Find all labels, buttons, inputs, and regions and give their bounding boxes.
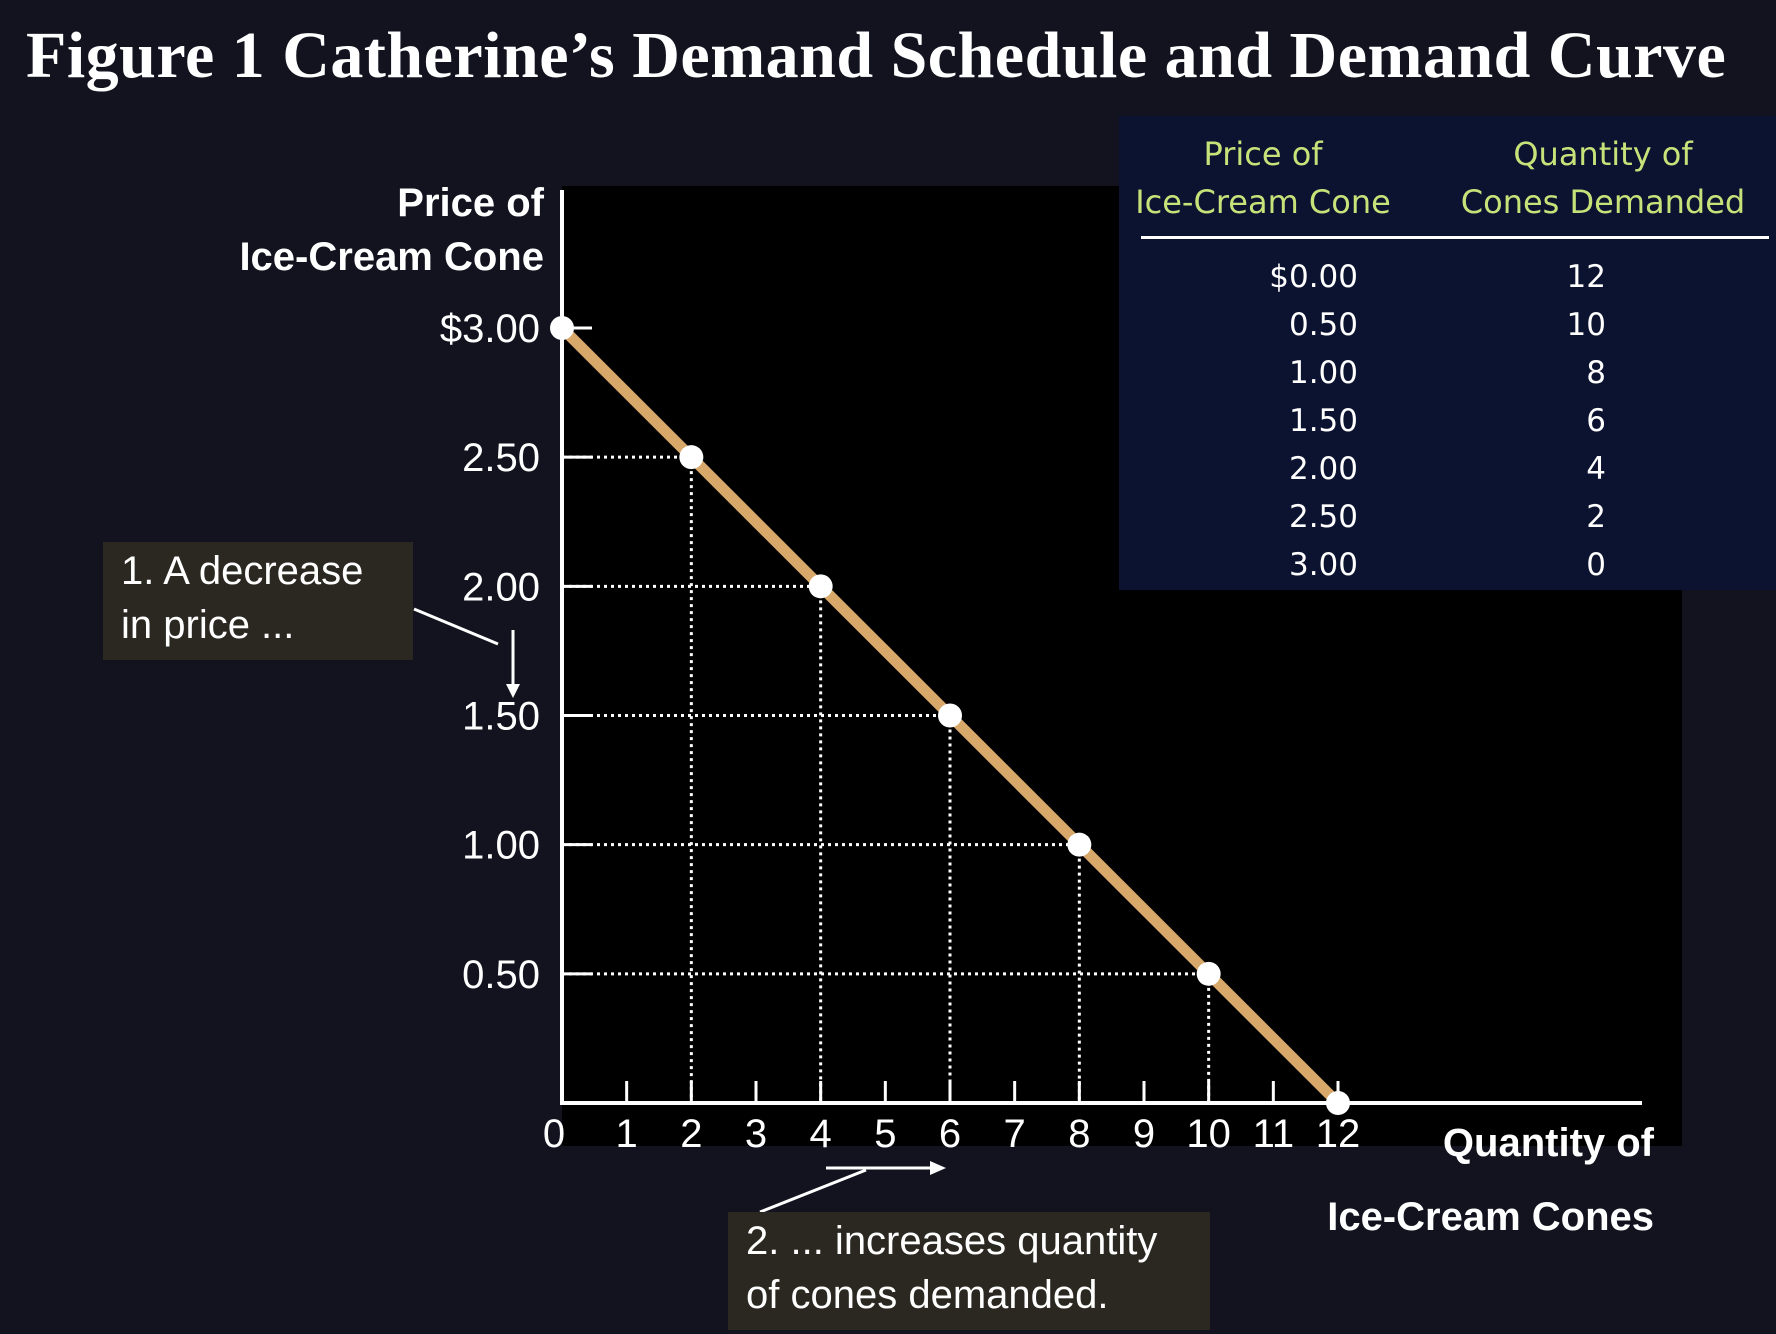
x-tick-label: 12 <box>1316 1112 1361 1156</box>
y-tick-label: 2.00 <box>462 565 540 609</box>
schedule-price-cell: 3.00 <box>1288 547 1358 583</box>
schedule-quantity-cell: 12 <box>1566 259 1606 295</box>
x-tick-label: 3 <box>745 1112 767 1156</box>
y-tick-label: $3.00 <box>440 307 540 351</box>
schedule-header-rule <box>1141 236 1769 239</box>
schedule-quantity-cell: 10 <box>1566 307 1606 343</box>
x-tick-label: 9 <box>1133 1112 1155 1156</box>
schedule-header-quantity-line2: Cones Demanded <box>1460 183 1746 221</box>
quantity-increase-arrowhead <box>930 1161 946 1175</box>
y-axis-label: Price of Ice-Cream Cone <box>239 176 544 284</box>
schedule-price-cell: 1.50 <box>1288 403 1358 439</box>
y-axis-label-line2: Ice-Cream Cone <box>239 235 544 279</box>
data-point <box>679 445 704 470</box>
schedule-header-price: Price of Ice-Cream Cone <box>1133 130 1393 226</box>
schedule-price-cell: 0.50 <box>1288 307 1358 343</box>
axes <box>560 190 1642 1105</box>
x-tick-label: 5 <box>874 1112 896 1156</box>
x-tick-label: 2 <box>680 1112 702 1156</box>
tick-labels: 0 1 2 3 4 5 6 7 8 9 10 11 12$3.002.502.001.501.000.5… <box>440 307 1360 1156</box>
price-decrease-arrowhead <box>506 684 520 698</box>
quantity-increase-note-line1: 2. ... increases quantity <box>746 1219 1158 1263</box>
schedule-quantity-cell: 0 <box>1586 547 1606 583</box>
table-row: 0.50 10 <box>1119 301 1776 349</box>
y-tick-label: 1.50 <box>462 695 540 739</box>
x-tick-label: 7 <box>1004 1112 1026 1156</box>
data-point <box>1326 1091 1350 1115</box>
note2-pointer <box>759 1168 867 1214</box>
quantity-increase-note-line2: of cones demanded. <box>746 1273 1109 1317</box>
x-axis-label: Quantity of Ice-Cream Cones <box>1327 1106 1654 1254</box>
price-decrease-note-line2: in price ... <box>121 603 295 647</box>
schedule-header-price-line1: Price of <box>1203 135 1323 173</box>
x-tick-label: 10 <box>1186 1112 1231 1156</box>
y-tick-label: 2.50 <box>462 436 540 480</box>
x-tick-label: 4 <box>810 1112 832 1156</box>
guide-lines <box>562 455 1211 1103</box>
x-tick-label: 11 <box>1253 1112 1295 1156</box>
data-point <box>550 316 574 340</box>
schedule-rows: $0.00 12 0.50 10 1.00 8 1.50 6 2.00 4 2.… <box>1119 253 1776 589</box>
x-tick-label: 1 <box>616 1112 638 1156</box>
schedule-header-quantity: Quantity of Cones Demanded <box>1453 130 1753 226</box>
schedule-price-cell: 2.00 <box>1288 451 1358 487</box>
demand-schedule-table: Price of Ice-Cream Cone Quantity of Cone… <box>1119 116 1776 590</box>
table-row: 2.00 4 <box>1119 445 1776 493</box>
x-tick-label: 0 <box>543 1112 565 1156</box>
table-row: 1.50 6 <box>1119 397 1776 445</box>
table-row: 1.00 8 <box>1119 349 1776 397</box>
figure-title: Figure 1 Catherine’s Demand Schedule and… <box>26 19 1727 92</box>
data-point <box>808 574 833 599</box>
data-point <box>1196 961 1221 986</box>
schedule-price-cell: 2.50 <box>1288 499 1358 535</box>
x-tick-label: 8 <box>1068 1112 1090 1156</box>
x-axis-label-line1: Quantity of <box>1442 1121 1654 1165</box>
data-point <box>1067 832 1092 857</box>
schedule-price-cell: $0.00 <box>1269 259 1358 295</box>
y-axis-label-line1: Price of <box>397 181 544 225</box>
schedule-price-cell: 1.00 <box>1288 355 1358 391</box>
x-tick-label: 6 <box>939 1112 961 1156</box>
table-row: 3.00 0 <box>1119 541 1776 589</box>
table-row: $0.00 12 <box>1119 253 1776 301</box>
price-decrease-note: 1. A decrease in price ... <box>103 542 413 660</box>
data-point <box>938 703 962 728</box>
y-tick-label: 0.50 <box>462 953 540 997</box>
annotation-arrows <box>413 607 946 1214</box>
price-decrease-note-line1: 1. A decrease <box>121 549 364 593</box>
quantity-increase-note: 2. ... increases quantity of cones deman… <box>728 1212 1210 1330</box>
schedule-quantity-cell: 2 <box>1586 499 1606 535</box>
schedule-quantity-cell: 4 <box>1586 451 1606 487</box>
x-axis-label-line2: Ice-Cream Cones <box>1327 1195 1654 1239</box>
schedule-header-price-line2: Ice-Cream Cone <box>1135 183 1391 221</box>
table-row: 2.50 2 <box>1119 493 1776 541</box>
data-points <box>550 316 1350 1115</box>
schedule-quantity-cell: 6 <box>1586 403 1606 439</box>
y-tick-label: 1.00 <box>462 824 540 868</box>
schedule-quantity-cell: 8 <box>1586 355 1606 391</box>
note1-pointer <box>413 607 499 646</box>
schedule-header-quantity-line1: Quantity of <box>1513 135 1693 173</box>
